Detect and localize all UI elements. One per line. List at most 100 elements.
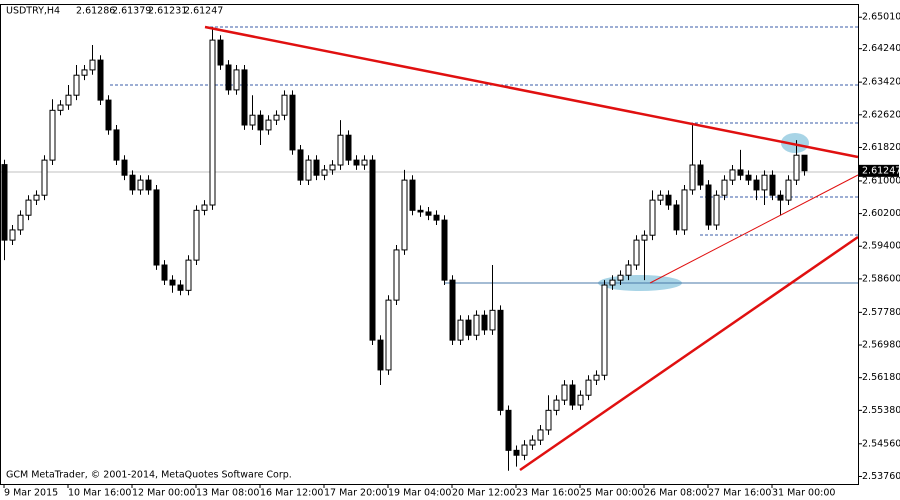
candle-body — [521, 444, 528, 456]
candle-body — [689, 164, 696, 191]
x-tick-label: 23 Mar 16:00 — [516, 488, 579, 499]
x-tick-label: 16 Mar 12:00 — [260, 488, 323, 499]
candle-body — [513, 449, 520, 456]
candle-body — [529, 439, 536, 446]
candle-body — [745, 174, 752, 181]
candle-body — [121, 159, 128, 176]
candle-body — [665, 194, 672, 206]
candle-body — [89, 59, 96, 71]
candle-body — [585, 379, 592, 396]
candle-body — [609, 279, 616, 286]
candle-body — [617, 274, 624, 281]
candle-body — [465, 319, 472, 336]
candle-body — [577, 394, 584, 406]
candles — [1, 27, 808, 471]
x-tick-label: 20 Mar 12:00 — [452, 488, 515, 499]
candle-body — [281, 94, 288, 116]
candle-body — [761, 174, 768, 191]
candle-body — [273, 114, 280, 121]
trend-line — [519, 235, 859, 472]
candle-body — [713, 194, 720, 226]
candle-body — [729, 169, 736, 181]
candle-body — [265, 119, 272, 131]
candle-body — [777, 194, 784, 201]
candle-body — [105, 99, 112, 131]
y-tick-label: 2.64240 — [862, 43, 900, 54]
candle-body — [433, 214, 440, 221]
candle-body — [297, 149, 304, 181]
candle-body — [497, 309, 504, 411]
candle-body — [353, 159, 360, 166]
candle-body — [417, 209, 424, 213]
candle-body — [801, 154, 808, 172]
candle-body — [321, 169, 328, 176]
y-tick-label: 2.63420 — [862, 77, 900, 88]
candle-body — [257, 114, 264, 131]
candle-body — [241, 69, 248, 126]
trend-line — [204, 25, 859, 159]
candle-body — [721, 179, 728, 196]
y-tick-label: 2.56180 — [862, 372, 900, 383]
candle-body — [233, 69, 240, 91]
x-tick-label: 31 Mar 00:00 — [772, 488, 835, 499]
x-tick-label: 9 Mar 2015 — [4, 488, 58, 499]
candle-body — [201, 204, 208, 211]
candle-body — [377, 339, 384, 371]
candle-body — [161, 264, 168, 281]
candle-body — [657, 194, 664, 201]
y-tick-label: 2.58600 — [862, 273, 900, 284]
x-tick-label: 12 Mar 00:00 — [132, 488, 195, 499]
highlight-ellipse — [781, 133, 809, 153]
quote-low: 2.61231 — [148, 6, 187, 17]
quote-high: 2.61379 — [112, 6, 151, 17]
x-tick-label: 10 Mar 16:00 — [68, 488, 131, 499]
candle-body — [225, 64, 232, 91]
y-tick-label: 2.60200 — [862, 208, 900, 219]
current-price-box — [859, 164, 899, 177]
candle-body — [545, 409, 552, 431]
candle-body — [73, 74, 80, 96]
candle-body — [65, 94, 72, 106]
y-tick-label: 2.59400 — [862, 241, 900, 252]
x-tick-label: 17 Mar 20:00 — [324, 488, 387, 499]
candle-body — [769, 174, 776, 196]
candle-body — [1, 164, 8, 241]
symbol: USDTRY,H4 — [6, 6, 60, 17]
candle-body — [649, 199, 656, 236]
candle-body — [425, 211, 432, 216]
candle-body — [361, 159, 368, 166]
candle-body — [409, 179, 416, 211]
candle-body — [129, 174, 136, 191]
y-tick-label: 2.65010 — [862, 12, 900, 23]
candle-body — [569, 384, 576, 406]
y-tick-label: 2.61820 — [862, 142, 900, 153]
y-tick-label: 2.62620 — [862, 109, 900, 120]
candle-body — [305, 159, 312, 181]
current-price-label: 2.61247 — [862, 165, 900, 176]
x-tick-label: 19 Mar 04:00 — [388, 488, 451, 499]
candle-body — [209, 39, 216, 206]
candle-body — [345, 134, 352, 161]
trend-line — [649, 174, 859, 284]
candle-body — [217, 39, 224, 66]
candle-body — [25, 199, 32, 216]
candle-body — [401, 179, 408, 251]
candle-body — [457, 319, 464, 341]
x-tick-label: 25 Mar 00:00 — [580, 488, 643, 499]
candle-body — [473, 314, 480, 336]
candle-body — [441, 219, 448, 281]
candle-body — [385, 299, 392, 371]
copyright: GCM MetaTrader, © 2001-2014, MetaQuotes … — [6, 470, 292, 481]
candle-body — [113, 129, 120, 161]
candle-body — [145, 179, 152, 191]
y-tick-label: 2.57780 — [862, 307, 900, 318]
candle-body — [553, 399, 560, 411]
x-tick-label: 27 Mar 16:00 — [708, 488, 771, 499]
quote-open: 2.61286 — [76, 6, 115, 17]
drawn-objects — [0, 26, 858, 291]
candle-body — [601, 284, 608, 376]
candle-body — [337, 134, 344, 166]
candle-body — [81, 69, 88, 76]
candle-body — [329, 164, 336, 171]
